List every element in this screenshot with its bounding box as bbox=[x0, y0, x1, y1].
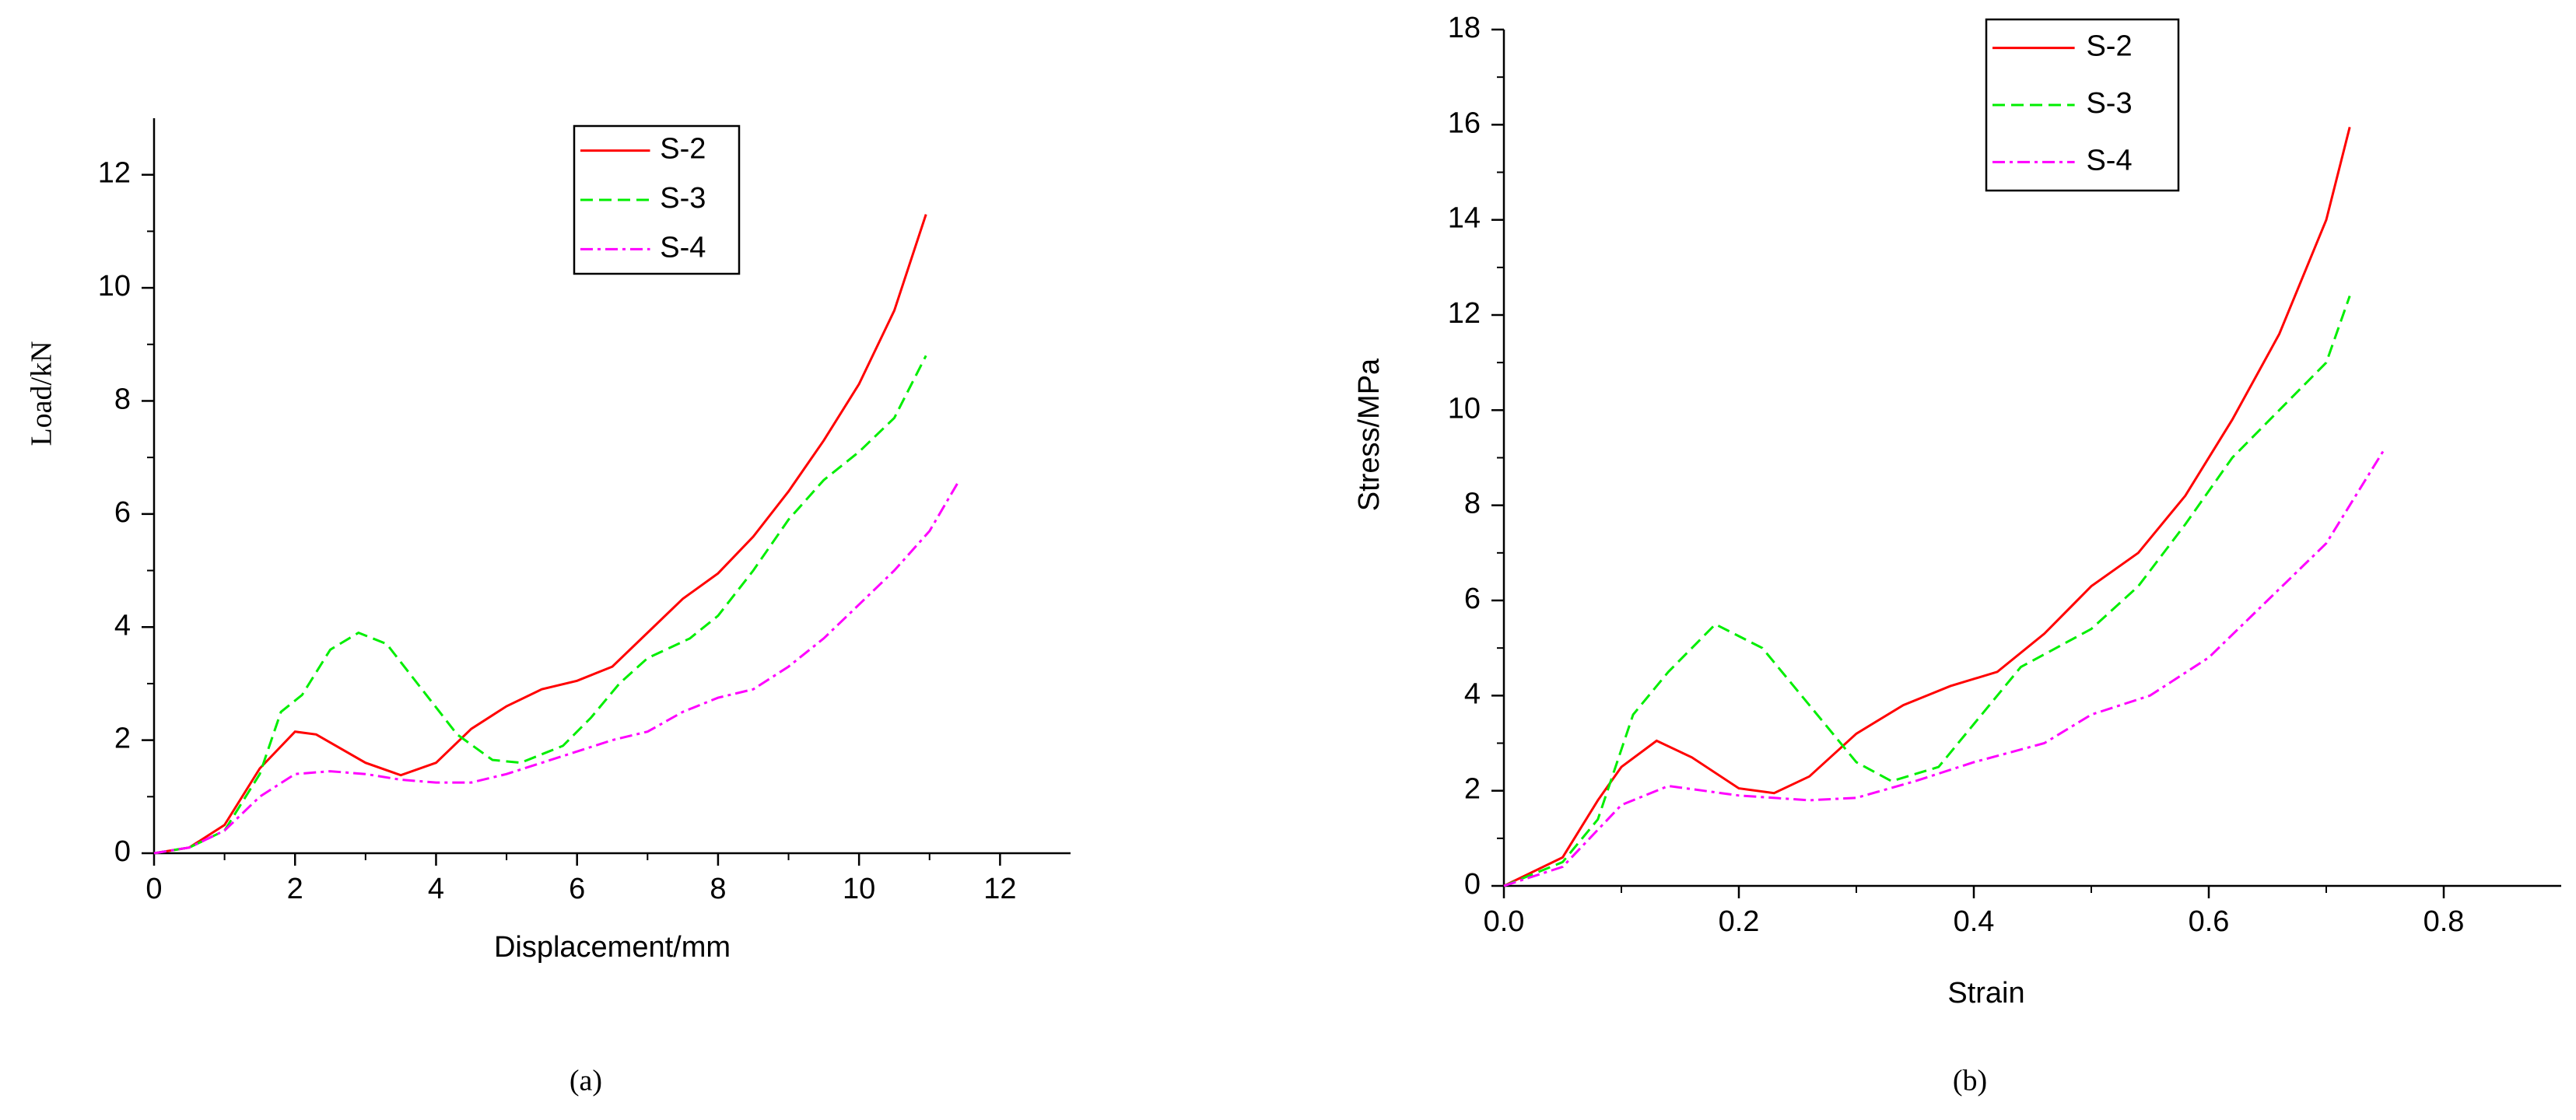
caption: (a) bbox=[570, 1065, 602, 1097]
x-tick-label: 0.4 bbox=[1954, 905, 1995, 938]
y-tick-label: 8 bbox=[1464, 488, 1481, 520]
x-tick-label: 0 bbox=[145, 873, 162, 905]
legend-label: S-4 bbox=[660, 231, 706, 264]
y-tick-label: 10 bbox=[1448, 392, 1481, 425]
y-tick-label: 6 bbox=[114, 496, 131, 529]
series-line bbox=[153, 355, 927, 855]
legend-label: S-3 bbox=[660, 182, 706, 215]
y-tick-label: 2 bbox=[114, 723, 131, 755]
legend-label: S-3 bbox=[2086, 87, 2132, 120]
y-tick-label: 12 bbox=[1448, 297, 1481, 330]
y-axis-label: Load/kN bbox=[26, 341, 58, 446]
legend-label: S-2 bbox=[660, 133, 706, 166]
y-tick-label: 4 bbox=[1464, 677, 1481, 710]
x-tick-label: 0.6 bbox=[2189, 905, 2230, 938]
y-axis-label: Stress/MPa bbox=[1353, 358, 1386, 511]
y-tick-label: 10 bbox=[98, 270, 131, 303]
x-tick-label: 12 bbox=[983, 873, 1016, 905]
series-line bbox=[1503, 296, 2351, 887]
y-tick-label: 0 bbox=[1464, 868, 1481, 901]
x-axis-label: Displacement/mm bbox=[494, 931, 731, 964]
x-tick-label: 8 bbox=[710, 873, 726, 905]
y-tick-label: 2 bbox=[1464, 773, 1481, 806]
series-line bbox=[153, 482, 959, 855]
x-tick-label: 10 bbox=[843, 873, 875, 905]
x-axis-label: Strain bbox=[1947, 977, 2024, 1010]
x-tick-label: 6 bbox=[569, 873, 585, 905]
y-tick-label: 8 bbox=[114, 383, 131, 415]
x-tick-label: 0.2 bbox=[1719, 905, 1760, 938]
x-tick-label: 2 bbox=[287, 873, 303, 905]
y-tick-label: 14 bbox=[1448, 202, 1481, 235]
series-line bbox=[1503, 447, 2386, 887]
y-tick-label: 18 bbox=[1448, 12, 1481, 44]
legend-label: S-4 bbox=[2086, 144, 2132, 177]
x-tick-label: 0.0 bbox=[1484, 905, 1525, 938]
series-line bbox=[1503, 127, 2351, 887]
y-tick-label: 6 bbox=[1464, 583, 1481, 615]
y-tick-label: 16 bbox=[1448, 107, 1481, 139]
y-tick-label: 0 bbox=[114, 835, 131, 868]
x-tick-label: 4 bbox=[428, 873, 444, 905]
caption: (b) bbox=[1953, 1065, 1987, 1097]
series-line bbox=[153, 214, 927, 855]
y-tick-label: 4 bbox=[114, 609, 131, 642]
legend-label: S-2 bbox=[2086, 30, 2132, 63]
legend-box bbox=[573, 124, 741, 275]
x-tick-label: 0.8 bbox=[2424, 905, 2465, 938]
y-tick-label: 12 bbox=[98, 157, 131, 190]
